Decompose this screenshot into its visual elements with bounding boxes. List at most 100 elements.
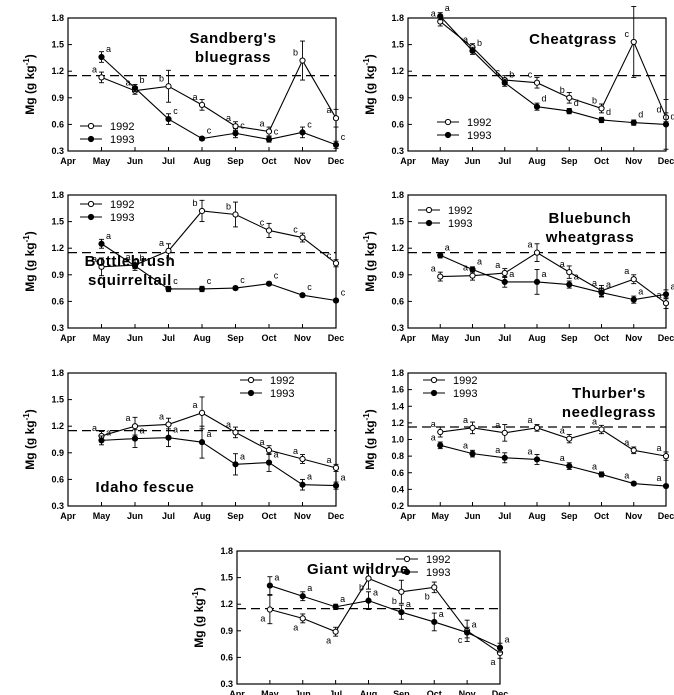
- significance-label: a: [406, 599, 411, 609]
- x-tick-label: Oct: [261, 156, 276, 166]
- x-tick-label: Jun: [464, 511, 480, 521]
- x-tick-label: Dec: [328, 156, 345, 166]
- panel-2: Apr May Jun Jul Aug Sep Oct Nov Dec 0.3 0.6 0.9 1.2 1…: [362, 3, 674, 166]
- data-point: [630, 276, 637, 283]
- x-tick-label: Nov: [294, 511, 311, 521]
- y-axis-label-close: ): [23, 409, 37, 413]
- data-point: [630, 480, 637, 487]
- significance-label: c: [240, 275, 245, 285]
- significance-label: b: [226, 202, 231, 212]
- y-axis-label-sup: -1: [362, 413, 371, 421]
- x-tick-label: Aug: [528, 156, 546, 166]
- legend-label: 1993: [448, 218, 472, 230]
- data-point: [332, 141, 340, 148]
- significance-label: c: [293, 225, 298, 235]
- y-axis-label: Mg (g kg-1): [191, 587, 206, 647]
- chart-title: Idaho fescue: [96, 479, 195, 496]
- significance-label: b: [192, 198, 197, 208]
- significance-label: c: [207, 126, 212, 136]
- legend-marker: [247, 376, 255, 384]
- significance-label: a: [439, 609, 444, 619]
- y-axis-label-close: ): [23, 231, 37, 235]
- significance-label: a: [463, 34, 468, 44]
- x-tick-label: Nov: [625, 333, 642, 343]
- data-point: [464, 629, 471, 636]
- y-tick-label: 1.8: [51, 13, 64, 23]
- y-axis-label: Mg (g kg-1): [22, 54, 37, 114]
- significance-label: b: [392, 596, 397, 606]
- significance-label: a: [159, 411, 164, 421]
- series-line-1992: [439, 21, 667, 118]
- data-point: [98, 263, 105, 270]
- x-tick-label: Aug: [528, 511, 546, 521]
- legend-marker: [403, 568, 411, 576]
- y-tick-label: 0.6: [391, 468, 404, 478]
- y-tick-label: 1.4: [391, 401, 404, 411]
- significance-label: a: [527, 446, 532, 456]
- y-tick-label: 1.0: [391, 435, 404, 445]
- data-point: [265, 459, 273, 466]
- significance-label: a: [606, 280, 611, 290]
- legend-marker: [430, 376, 438, 384]
- y-axis-label-close: ): [23, 54, 37, 58]
- legend-label: 1992: [110, 199, 134, 211]
- data-point: [165, 83, 172, 90]
- y-tick-label: 0.8: [391, 451, 404, 461]
- significance-label: b: [477, 38, 482, 48]
- significance-label: a: [125, 252, 130, 262]
- y-axis-label-main: Mg (g kg: [363, 65, 377, 114]
- y-tick-label: 1.8: [391, 190, 404, 200]
- significance-label: b: [139, 75, 144, 85]
- x-tick-label: Oct: [594, 511, 609, 521]
- y-axis-label: Mg (g kg-1): [22, 409, 37, 469]
- x-tick-label: Apr: [60, 511, 76, 521]
- significance-label: c: [496, 67, 501, 77]
- significance-label: a: [445, 242, 450, 252]
- significance-label: a: [463, 441, 468, 451]
- data-point: [533, 424, 541, 431]
- data-point: [265, 280, 273, 287]
- data-point: [469, 272, 476, 279]
- y-axis-label-main: Mg (g kg: [363, 420, 377, 469]
- significance-label: b: [159, 73, 164, 83]
- x-tick-label: Oct: [594, 156, 609, 166]
- series-line-1992: [101, 210, 337, 268]
- significance-label: c: [207, 276, 212, 286]
- y-tick-label: 1.5: [391, 40, 404, 50]
- series-line-1993: [101, 437, 337, 487]
- data-point: [598, 289, 605, 296]
- data-point: [469, 450, 476, 457]
- legend-label: 1993: [453, 388, 477, 400]
- data-point: [198, 207, 206, 215]
- chart-title: Sandberg's: [189, 30, 276, 47]
- significance-label: c: [341, 132, 346, 142]
- panel-5: Apr May Jun Jul Aug Sep Oct Nov Dec 0.3 0.6 0.9 1.2 1…: [22, 368, 346, 521]
- legend-label: 1993: [426, 567, 450, 579]
- data-point: [437, 252, 444, 259]
- series-line-1992: [440, 251, 667, 304]
- significance-label: a: [192, 400, 197, 410]
- significance-label: c: [240, 120, 245, 130]
- data-point: [198, 409, 206, 416]
- data-point: [198, 101, 206, 108]
- x-tick-label: Aug: [360, 689, 378, 695]
- x-tick-label: Jul: [498, 333, 511, 343]
- data-point: [332, 115, 340, 122]
- y-axis-label-close: ): [363, 54, 377, 58]
- y-axis-label: Mg (g kg-1): [22, 231, 37, 291]
- legend-label: 1992: [270, 375, 294, 387]
- series-line-1993: [101, 56, 337, 146]
- x-tick-label: Jun: [127, 156, 143, 166]
- x-tick-label: Nov: [625, 156, 642, 166]
- significance-label: b: [139, 253, 144, 263]
- data-point: [266, 582, 273, 589]
- x-tick-label: Oct: [261, 333, 276, 343]
- y-tick-label: 1.2: [51, 421, 64, 431]
- data-point: [533, 249, 541, 256]
- significance-label: a: [307, 583, 312, 593]
